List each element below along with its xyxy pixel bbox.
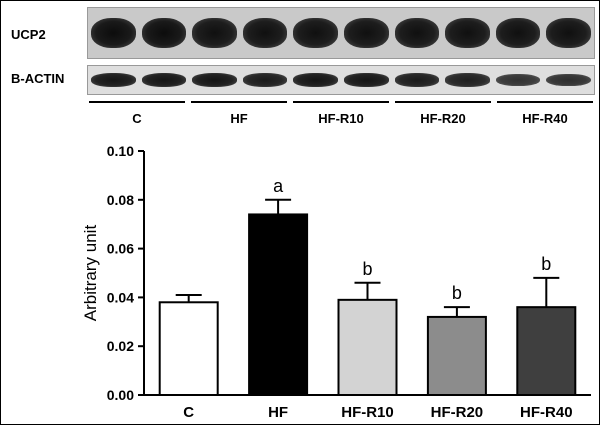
blot-band xyxy=(445,18,490,48)
blot-band xyxy=(495,73,541,87)
blot-band xyxy=(344,73,389,87)
bar-hf-r40 xyxy=(516,306,577,396)
y-tick-label: 0.02 xyxy=(107,338,134,354)
bar-chart: 0.00 0.02 0.04 0.06 0.08 0.10 Arbitrary unit C H… xyxy=(81,143,591,421)
blot-band xyxy=(546,18,591,48)
significance-label: b xyxy=(541,254,551,274)
y-tick-label: 0.10 xyxy=(107,143,134,159)
blot-band xyxy=(394,18,440,48)
blot-label-b-actin: B-ACTIN xyxy=(11,71,65,86)
x-tick-label: C xyxy=(183,404,194,421)
blot-band xyxy=(192,73,237,87)
blot-band xyxy=(546,73,591,87)
blot-band xyxy=(91,18,136,48)
y-axis-label: Arbitrary unit xyxy=(81,225,100,322)
western-blot-panel: UCP2 B-ACTIN C HF HF-R10 HF-R20 HF-R40 xyxy=(1,1,599,131)
blot-strip-b-actin xyxy=(87,65,595,95)
blot-band xyxy=(192,18,237,48)
significance-label: a xyxy=(273,176,284,196)
group-line-hf-r10 xyxy=(293,101,389,103)
blot-band xyxy=(394,73,440,87)
x-tick-label: HF-R10 xyxy=(341,404,394,421)
x-tick-label: HF-R40 xyxy=(520,404,573,421)
group-label-c: C xyxy=(132,111,142,126)
group-line-c xyxy=(89,101,185,103)
significance-label: b xyxy=(362,259,372,279)
y-tick-label: 0.04 xyxy=(107,289,134,305)
blot-band xyxy=(141,73,187,87)
y-tick-label: 0.06 xyxy=(107,241,134,257)
bar-hf-r10 xyxy=(337,298,398,396)
blot-band xyxy=(293,73,338,87)
group-label-hf: HF xyxy=(230,111,248,126)
significance-label: b xyxy=(452,283,462,303)
blot-band xyxy=(91,73,136,87)
blot-band xyxy=(344,18,389,48)
x-tick-label: HF-R20 xyxy=(431,404,484,421)
group-line-hf-r20 xyxy=(395,101,491,103)
group-line-hf-r40 xyxy=(497,101,593,103)
group-line-hf xyxy=(191,101,287,103)
blot-band xyxy=(141,18,187,48)
group-label-hf-r40: HF-R40 xyxy=(522,111,568,126)
blot-strip-ucp2 xyxy=(87,7,595,59)
blot-band xyxy=(495,18,541,48)
bar-hf xyxy=(248,213,309,396)
blot-band xyxy=(445,73,490,87)
group-label-hf-r10: HF-R10 xyxy=(318,111,364,126)
y-tick-label: 0.08 xyxy=(107,192,134,208)
blot-band xyxy=(242,18,288,48)
bar-c xyxy=(158,301,219,396)
x-tick-label: HF xyxy=(268,404,288,421)
bar-hf-r20 xyxy=(426,315,487,396)
blot-band xyxy=(242,73,288,87)
blot-band xyxy=(293,18,338,48)
blot-label-ucp2: UCP2 xyxy=(11,27,46,42)
y-tick-label: 0.00 xyxy=(107,387,134,403)
group-label-hf-r20: HF-R20 xyxy=(420,111,466,126)
